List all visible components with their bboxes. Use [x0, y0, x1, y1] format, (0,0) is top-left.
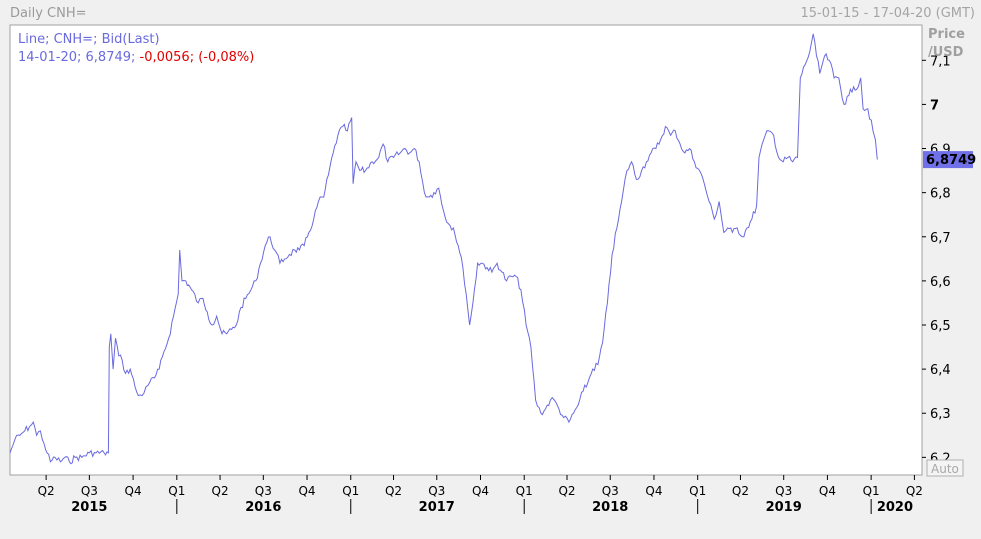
x-tick-label: Q4 — [125, 484, 142, 498]
auto-scale-label: Auto — [931, 462, 959, 476]
x-tick-label: Q3 — [775, 484, 792, 498]
x-tick-label: Q1 — [689, 484, 706, 498]
y-tick-label: 7 — [930, 98, 939, 113]
legend-change: -0,0056; (-0,08%) — [135, 50, 254, 65]
chart-title: Daily CNH= — [10, 6, 87, 21]
y-tick-label: 6,5 — [930, 319, 951, 334]
y-tick-label: 6,8 — [930, 187, 951, 202]
x-tick-label: Q2 — [558, 484, 575, 498]
x-year-label: 2016 — [245, 500, 281, 515]
plot-area[interactable] — [9, 24, 923, 476]
x-tick-label: Q4 — [472, 484, 489, 498]
x-tick-label: Q3 — [81, 484, 98, 498]
x-year-label: 2018 — [592, 500, 628, 515]
auto-scale-button[interactable] — [926, 459, 964, 477]
x-tick-label: Q4 — [298, 484, 315, 498]
x-year-label: 2017 — [419, 500, 455, 515]
legend-last-point: 14-01-20; 6,8749; -0,0056; (-0,08%) — [18, 50, 254, 65]
y-tick-label: 6,4 — [930, 363, 951, 378]
x-tick-label: Q4 — [645, 484, 662, 498]
y-tick-label: 7,1 — [930, 54, 951, 69]
date-range[interactable]: 15-01-15 - 17-04-20 (GMT) — [800, 6, 975, 21]
x-tick-label: Q2 — [385, 484, 402, 498]
last-value-badge — [923, 151, 973, 169]
x-tick-label: Q3 — [428, 484, 445, 498]
legend-series: Line; CNH=; Bid(Last) — [18, 32, 160, 47]
x-tick-label: Q2 — [732, 484, 749, 498]
y-tick-label: 6,7 — [930, 231, 951, 246]
x-tick-label: Q3 — [602, 484, 619, 498]
x-tick-label: Q2 — [906, 484, 923, 498]
x-year-label: 2019 — [766, 500, 802, 515]
x-tick-label: Q1 — [516, 484, 533, 498]
y-axis[interactable]: 6,26,36,46,56,66,76,86,977,1 — [922, 54, 951, 466]
y-axis-title-unit: /USD — [928, 45, 964, 60]
x-tick-label: Q1 — [863, 484, 880, 498]
price-line — [9, 33, 878, 465]
y-tick-label: 6,6 — [930, 275, 951, 290]
x-tick-label: Q1 — [342, 484, 359, 498]
x-tick-label: Q1 — [168, 484, 185, 498]
x-axis[interactable]: Q2 Q3 Q4 Q1 Q2 Q3 Q4 Q1 Q2 Q3 Q4 Q1 Q2 Q3 Q4 Q1 Q2 Q3 Q4 Q1… — [38, 475, 923, 515]
last-value-label: 6,8749 — [926, 153, 976, 168]
x-tick-label: Q4 — [819, 484, 836, 498]
x-year-label: 2020 — [877, 500, 913, 515]
x-tick-label: Q2 — [38, 484, 55, 498]
y-axis-title-price: Price — [928, 27, 965, 42]
y-tick-label: 6,3 — [930, 407, 951, 422]
x-tick-label: Q2 — [212, 484, 229, 498]
series-layer — [9, 33, 878, 465]
legend-last-value: 14-01-20; 6,8749; — [18, 50, 135, 65]
x-tick-label: Q3 — [255, 484, 272, 498]
x-year-label: 2015 — [71, 500, 107, 515]
